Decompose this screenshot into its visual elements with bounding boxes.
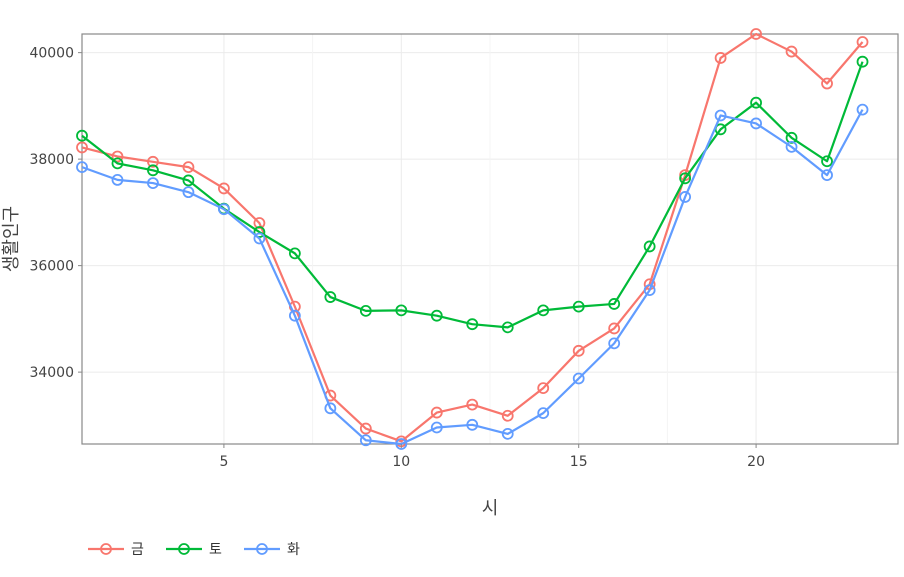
y-ticks: 34000 36000 38000 40000	[29, 46, 82, 381]
data-point	[253, 232, 266, 245]
data-point	[359, 434, 372, 447]
x-tick-label: 15	[570, 454, 588, 470]
legend-label: 금	[131, 542, 144, 558]
y-axis-title: 생활인구	[1, 206, 22, 272]
data-point	[750, 117, 762, 130]
series-layer	[76, 28, 869, 450]
data-point	[785, 140, 798, 153]
data-point	[856, 55, 869, 68]
legend-item-2: 화	[244, 542, 300, 558]
data-point	[430, 406, 443, 419]
data-point	[572, 372, 585, 385]
data-point	[785, 45, 798, 58]
y-tick-label: 40000	[29, 46, 74, 62]
data-point	[395, 438, 408, 450]
data-point	[466, 318, 479, 331]
data-point	[750, 96, 762, 109]
data-point	[182, 161, 195, 174]
data-point	[608, 337, 621, 350]
data-point	[750, 28, 762, 40]
x-axis-title: 시	[482, 498, 499, 519]
data-point	[147, 155, 159, 168]
data-point	[856, 103, 869, 116]
legend-marker	[256, 543, 268, 555]
data-point	[572, 344, 585, 357]
series-0	[76, 28, 869, 448]
data-point	[111, 157, 124, 170]
series-line	[81, 61, 864, 329]
series-line	[81, 32, 864, 443]
data-point	[147, 164, 159, 177]
legend-marker	[100, 543, 112, 555]
data-point	[182, 174, 195, 187]
data-point	[288, 309, 301, 322]
legend-label: 화	[287, 542, 300, 558]
data-point	[643, 240, 656, 253]
x-tick-label: 20	[747, 454, 765, 470]
legend-item-0: 금	[88, 542, 144, 558]
data-point	[218, 203, 230, 216]
data-point	[218, 182, 230, 195]
data-point	[643, 284, 656, 297]
data-point	[324, 291, 337, 303]
data-point	[253, 217, 266, 229]
legend-item-1: 토	[166, 542, 222, 558]
data-point	[608, 298, 621, 310]
data-point	[537, 304, 550, 317]
x-tick-label: 5	[219, 454, 228, 470]
data-point	[430, 421, 443, 434]
data-point	[537, 382, 550, 394]
y-tick-label: 38000	[29, 152, 74, 168]
data-point	[679, 191, 692, 203]
series-2	[76, 103, 869, 450]
y-tick-label: 36000	[29, 259, 74, 275]
data-point	[76, 161, 88, 174]
data-point	[821, 155, 833, 168]
data-point	[821, 77, 833, 90]
data-point	[714, 52, 727, 64]
data-point	[359, 304, 372, 317]
data-point	[714, 109, 727, 122]
data-point	[501, 409, 514, 422]
data-point	[572, 300, 585, 313]
data-point	[785, 131, 798, 144]
data-point	[288, 247, 301, 260]
data-point	[147, 177, 159, 189]
data-point	[182, 186, 195, 199]
plot-frame	[81, 33, 899, 445]
data-point	[537, 407, 550, 420]
data-point	[679, 172, 692, 185]
legend-marker	[178, 543, 190, 555]
data-point	[821, 169, 833, 182]
data-point	[76, 129, 88, 142]
data-point	[466, 398, 479, 411]
x-tick-label: 10	[392, 454, 410, 470]
data-point	[501, 321, 514, 334]
x-ticks: 5 10 15 20	[219, 444, 765, 470]
data-point	[608, 322, 621, 335]
data-point	[111, 173, 124, 186]
legend-label: 토	[209, 542, 222, 558]
data-point	[111, 150, 124, 163]
data-point	[395, 304, 408, 317]
data-point	[466, 418, 479, 431]
data-point	[430, 309, 443, 322]
series-line	[81, 109, 864, 446]
grid	[82, 34, 898, 444]
data-point	[501, 427, 514, 440]
y-tick-label: 34000	[29, 365, 74, 381]
data-point	[76, 141, 88, 154]
data-point	[856, 36, 869, 48]
data-point	[359, 422, 372, 435]
data-point	[324, 402, 337, 415]
